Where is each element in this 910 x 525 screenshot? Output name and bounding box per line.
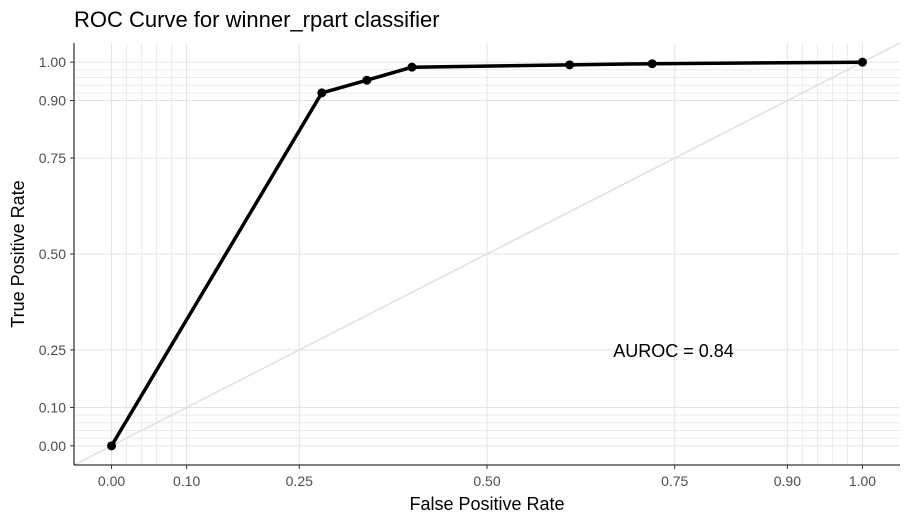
x-tick-label: 0.25 <box>286 473 313 489</box>
chance-diagonal-line <box>73 42 901 466</box>
y-tick-label: 0.75 <box>39 150 66 166</box>
y-tick-label: 0.90 <box>39 93 66 109</box>
y-tick-label: 0.00 <box>39 438 66 454</box>
chart-title: ROC Curve for winner_rpart classifier <box>74 7 440 32</box>
auroc-annotation: AUROC = 0.84 <box>613 341 734 361</box>
tick-labels: 0.00 0.10 0.25 0.50 0.75 0.90 1.00 0.00 0.10 0.25… <box>39 54 877 489</box>
y-tick-label: 0.25 <box>39 342 66 358</box>
y-axis-title: True Positive Rate <box>8 180 28 327</box>
roc-point-4 <box>565 60 575 70</box>
x-tick-label: 0.90 <box>774 473 801 489</box>
x-tick-label: 0.50 <box>473 473 500 489</box>
roc-point-1 <box>317 88 327 98</box>
reference-diagonal <box>73 42 901 466</box>
y-tick-label: 1.00 <box>39 54 66 70</box>
x-tick-label: 1.00 <box>849 473 876 489</box>
grid-lines <box>74 43 900 465</box>
y-tick-label: 0.50 <box>39 246 66 262</box>
roc-point-5 <box>647 59 657 69</box>
roc-point-0 <box>107 441 117 451</box>
x-tick-label: 0.10 <box>173 473 200 489</box>
roc-point-2 <box>362 75 372 85</box>
roc-series <box>107 57 867 451</box>
x-axis-title: False Positive Rate <box>409 494 564 514</box>
x-tick-label: 0.00 <box>98 473 125 489</box>
roc-point-6 <box>857 57 867 67</box>
x-tick-label: 0.75 <box>661 473 688 489</box>
y-tick-label: 0.10 <box>39 399 66 415</box>
roc-point-3 <box>407 62 417 72</box>
